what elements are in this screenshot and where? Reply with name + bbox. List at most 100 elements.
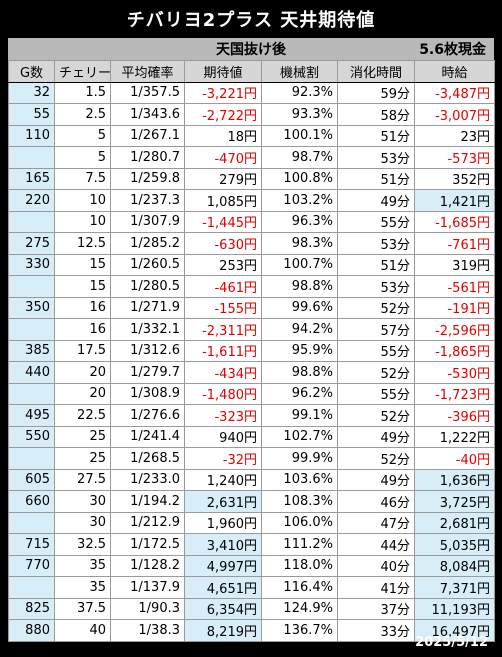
cell-rate: 98.3% [261,232,338,255]
cell-exp: -2,311円 [184,318,262,341]
cell-hourly: -1,685円 [414,210,495,233]
cell-time: 58分 [337,103,415,126]
cell-cherry: 30 [54,490,111,513]
cell-hourly: -761円 [414,232,495,255]
table-row: 165 7.5 1/259.8 279円 100.8% 51分 352円 [8,167,495,190]
cell-cherry: 30 [54,511,111,534]
cell-hourly: -40円 [414,447,495,470]
cell-exp: -630円 [184,232,262,255]
table-row: 495 22.5 1/276.6 -323円 99.1% 52分 -396円 [8,404,495,427]
table-row: 35 1/137.9 4,651円 116.4% 41分 7,371円 [8,576,495,599]
table-row: 20 1/308.9 -1,480円 96.2% 55分 -1,723円 [8,382,495,405]
cell-prob: 1/332.1 [110,318,185,341]
cell-prob: 1/271.9 [110,296,185,319]
table-row: 25 1/268.5 -32円 99.9% 52分 -40円 [8,447,495,470]
cell-exp: 2,631円 [184,490,262,513]
cell-hourly: 11,193円 [414,597,495,620]
cell-rate: 98.8% [261,361,338,384]
cell-rate: 95.9% [261,339,338,362]
cell-rate: 98.7% [261,146,338,169]
cell-exp: -461円 [184,275,262,298]
cell-rate: 100.7% [261,253,338,276]
cell-cherry: 7.5 [54,167,111,190]
cell-exp: 8,219円 [184,619,262,642]
table-row: 385 17.5 1/312.6 -1,611円 95.9% 55分 -1,865円 [8,339,495,362]
cell-g: 385 [8,339,55,362]
cell-cherry: 2.5 [54,103,111,126]
cell-exp: -155円 [184,296,262,319]
cell-prob: 1/172.5 [110,533,185,556]
cell-g [8,447,55,470]
table-row: 16 1/332.1 -2,311円 94.2% 57分 -2,596円 [8,318,495,341]
header-row: G数 チェリー 平均確率 期待値 機械割 消化時間 時給 [8,60,495,83]
cell-g: 330 [8,253,55,276]
cell-g: 880 [8,619,55,642]
cell-g [8,210,55,233]
cell-time: 40分 [337,554,415,577]
column-header-time: 消化時間 [337,60,415,83]
cell-hourly: 1,421円 [414,189,495,212]
cell-exp: 4,997円 [184,554,262,577]
cell-prob: 1/233.0 [110,468,185,491]
cell-prob: 1/90.3 [110,597,185,620]
cell-hourly: -1,723円 [414,382,495,405]
cell-cherry: 32.5 [54,533,111,556]
cell-time: 52分 [337,447,415,470]
cell-g [8,318,55,341]
cell-cherry: 15 [54,275,111,298]
cell-prob: 1/241.4 [110,425,185,448]
cell-cherry: 10 [54,189,111,212]
cell-prob: 1/280.5 [110,275,185,298]
cell-prob: 1/237.3 [110,189,185,212]
table-body: 32 1.5 1/357.5 -3,221円 92.3% 59分 -3,487円 55 2.5 1… [8,81,495,642]
cell-rate: 102.7% [261,425,338,448]
cell-cherry: 20 [54,382,111,405]
cell-hourly: -3,007円 [414,103,495,126]
table-row: 660 30 1/194.2 2,631円 108.3% 46分 3,725円 [8,490,495,513]
table-row: 605 27.5 1/233.0 1,240円 103.6% 49分 1,636円 [8,468,495,491]
cell-time: 52分 [337,361,415,384]
cell-cherry: 35 [54,554,111,577]
cell-cherry: 20 [54,361,111,384]
cell-prob: 1/194.2 [110,490,185,513]
cell-time: 55分 [337,382,415,405]
cell-rate: 108.3% [261,490,338,513]
table-row: 55 2.5 1/343.6 -2,722円 93.3% 58分 -3,007円 [8,103,495,126]
cell-time: 51分 [337,253,415,276]
cell-prob: 1/357.5 [110,81,185,104]
cell-cherry: 22.5 [54,404,111,427]
cell-rate: 116.4% [261,576,338,599]
cell-exp: -3,221円 [184,81,262,104]
cell-cherry: 25 [54,447,111,470]
cell-time: 59分 [337,81,415,104]
cell-prob: 1/307.9 [110,210,185,233]
cell-time: 53分 [337,275,415,298]
column-header-exp: 期待値 [184,60,262,83]
cell-cherry: 16 [54,296,111,319]
subtitle-bar: 天国抜け後 5.6枚現金 [8,38,494,60]
table-row: 15 1/280.5 -461円 98.8% 53分 -561円 [8,275,495,298]
cell-hourly: -573円 [414,146,495,169]
cell-g: 660 [8,490,55,513]
cell-cherry: 35 [54,576,111,599]
cell-prob: 1/343.6 [110,103,185,126]
cell-rate: 103.6% [261,468,338,491]
cell-rate: 99.1% [261,404,338,427]
cell-cherry: 17.5 [54,339,111,362]
cell-rate: 106.0% [261,511,338,534]
page-title: チバリヨ2プラス 天井期待値 [126,10,376,31]
cell-g [8,511,55,534]
cell-time: 53分 [337,146,415,169]
cell-rate: 118.0% [261,554,338,577]
cell-prob: 1/280.7 [110,146,185,169]
cell-time: 49分 [337,189,415,212]
cell-exp: 279円 [184,167,262,190]
table-row: 10 1/307.9 -1,445円 96.3% 55分 -1,685円 [8,210,495,233]
cell-hourly: 319円 [414,253,495,276]
cell-time: 47分 [337,511,415,534]
cell-time: 37分 [337,597,415,620]
cell-exp: 1,240円 [184,468,262,491]
cell-prob: 1/279.7 [110,361,185,384]
cell-cherry: 15 [54,253,111,276]
cell-cherry: 40 [54,619,111,642]
